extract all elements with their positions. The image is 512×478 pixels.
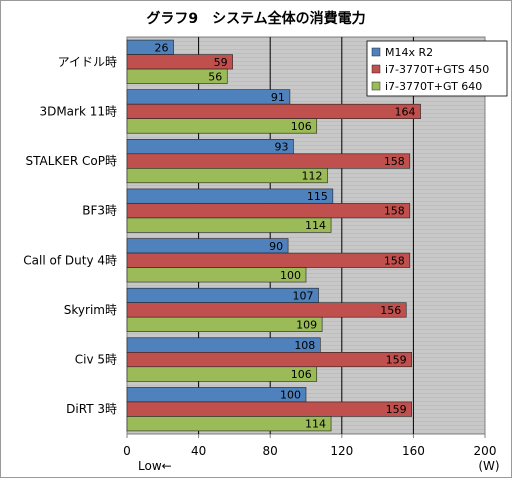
bar [126,139,294,155]
bar [126,366,318,382]
x-tick-label: 80 [263,444,278,458]
category-label: 3DMark 11時 [39,104,117,118]
bar-value-label: 91 [271,91,285,104]
legend-label: M14x R2 [385,46,433,59]
bar-value-label: 158 [384,254,405,267]
x-tick-label: 40 [191,444,206,458]
bar [126,68,228,84]
x-tick-labels: 0 40 80 120 160 200 [123,444,496,458]
bar-value-label: 59 [214,56,228,69]
category-label: DiRT 3時 [66,402,117,416]
legend-swatch [371,47,381,57]
category-label: アイドル時 [58,55,117,69]
x-tick-label: 0 [123,444,131,458]
legend-swatch [371,64,381,74]
bar-value-label: 112 [301,170,322,183]
bar [126,401,412,417]
legend-label: i7-3770T+GTS 450 [385,63,489,76]
bar-value-label: 156 [380,304,401,317]
bar-value-label: 90 [269,240,283,253]
bar [126,267,307,283]
category-label: Skyrim時 [64,303,117,317]
bar-value-label: 159 [386,403,407,416]
legend-label: i7-3770T+GT 640 [385,80,482,93]
bar [126,118,318,134]
x-tick-label: 120 [330,444,353,458]
chart-title: グラフ9 システム全体の消費電力 [146,10,365,27]
bar [126,252,411,268]
bar-value-label: 108 [294,339,315,352]
category-label: Civ 5時 [75,353,117,367]
x-tick-label: 160 [402,444,425,458]
bar-value-label: 114 [305,219,326,232]
x-tick-label: 200 [474,444,497,458]
x-unit-label: (W) [478,459,499,473]
bar [126,217,332,233]
bar-value-label: 106 [291,368,312,381]
bar [126,89,291,105]
bar-value-label: 106 [291,120,312,133]
bar-value-label: 114 [305,418,326,431]
bar [126,153,411,169]
legend: M14x R2 i7-3770T+GTS 450 i7-3770T+GT 640 [366,40,508,97]
bar [126,188,334,204]
bar [126,416,332,432]
bar-value-label: 100 [280,389,301,402]
bar-value-label: 109 [296,318,317,331]
bar [126,203,411,219]
bar-value-label: 158 [384,205,405,218]
legend-box [366,40,508,97]
bars: 2659569116410693158112115158114901581001… [126,39,421,432]
category-label: Call of Duty 4時 [23,253,117,267]
legend-swatch [371,81,381,91]
bar [126,103,421,119]
bar [126,238,289,254]
bar-value-label: 100 [280,269,301,282]
bar-value-label: 107 [293,289,314,302]
bar [126,287,319,303]
bar [126,337,321,353]
bar-value-label: 26 [155,41,169,54]
category-label: BF3時 [82,204,117,218]
bar-value-label: 93 [274,141,288,154]
bar-value-label: 158 [384,155,405,168]
bar-value-label: 56 [208,70,222,83]
bar [126,316,323,332]
bar [126,302,407,318]
category-label: STALKER CoP時 [26,154,117,168]
bar-value-label: 159 [386,354,407,367]
bar-value-label: 115 [307,190,328,203]
category-labels: アイドル時 3DMark 11時 STALKER CoP時 BF3時 Call of D… [23,55,117,416]
bar [126,168,328,184]
bar [126,352,412,368]
bar-value-label: 164 [395,105,416,118]
direction-note: Low← [138,459,172,473]
